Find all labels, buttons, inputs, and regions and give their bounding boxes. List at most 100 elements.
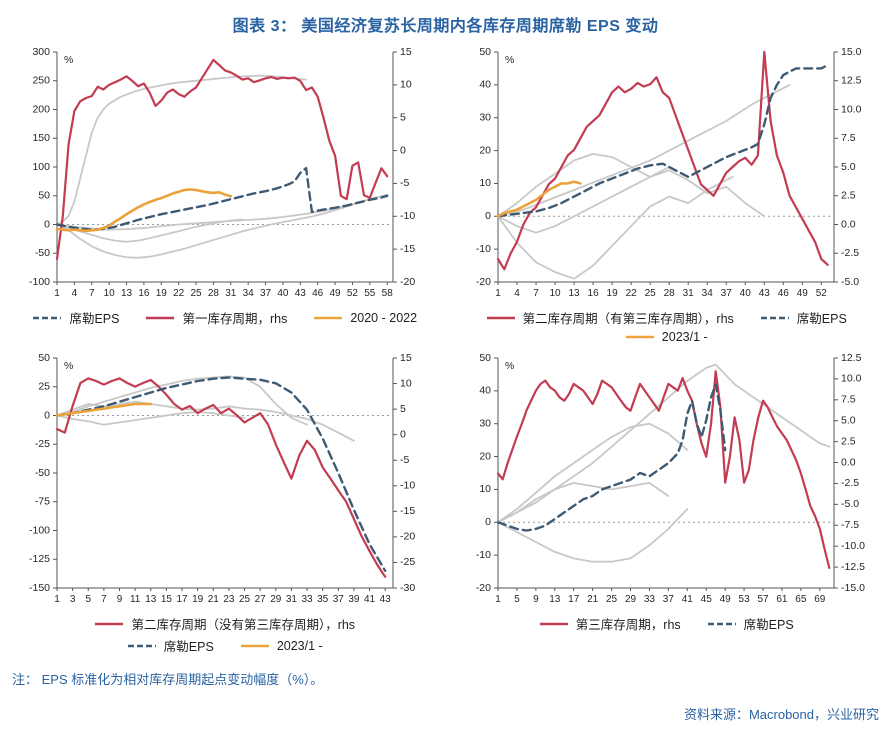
chart-bottom-left: -150 -125 -100 -75 -50 -25 0 25 50 -30 -25 -20 -15 -1… (8, 346, 442, 655)
legend-line-sample (314, 316, 343, 319)
svg-text:-5: -5 (400, 454, 409, 466)
svg-text:-100: -100 (29, 276, 50, 288)
svg-text:200: 200 (32, 103, 50, 115)
svg-text:55: 55 (364, 288, 376, 299)
svg-text:0: 0 (400, 428, 406, 440)
legend-item: 席勒EPS (127, 636, 214, 655)
svg-text:-25: -25 (35, 438, 50, 450)
svg-text:5: 5 (85, 594, 91, 605)
svg-text:50: 50 (38, 352, 50, 364)
svg-text:43: 43 (379, 594, 391, 605)
svg-text:33: 33 (301, 594, 313, 605)
svg-text:0.0: 0.0 (841, 456, 856, 468)
svg-text:27: 27 (254, 594, 266, 605)
svg-text:15: 15 (161, 594, 173, 605)
chart-top-left: -100 -50 0 50 100 150 200 250 300 -20 -15 -10 -5 0 5 10… (8, 40, 442, 344)
svg-text:25: 25 (606, 594, 618, 605)
svg-text:%: % (505, 54, 514, 66)
svg-text:41: 41 (364, 594, 376, 605)
series-line (55, 376, 387, 572)
svg-text:15: 15 (400, 352, 412, 364)
svg-text:41: 41 (682, 594, 694, 605)
svg-text:50: 50 (480, 352, 492, 364)
legend-line-sample (539, 622, 568, 625)
series-line (55, 58, 389, 261)
svg-text:12.5: 12.5 (841, 75, 862, 87)
legend-line-sample (760, 316, 789, 319)
svg-text:7: 7 (101, 594, 107, 605)
svg-text:-15: -15 (400, 243, 415, 255)
svg-text:37: 37 (721, 288, 733, 299)
svg-text:-10: -10 (476, 549, 491, 561)
svg-text:0: 0 (44, 409, 50, 421)
series-line (497, 363, 831, 524)
svg-text:16: 16 (588, 288, 600, 299)
svg-text:33: 33 (644, 594, 656, 605)
svg-text:1: 1 (54, 594, 60, 605)
svg-text:21: 21 (207, 594, 219, 605)
svg-text:13: 13 (121, 288, 133, 299)
legend-line-sample (127, 644, 156, 647)
svg-text:25: 25 (645, 288, 657, 299)
legend-bottom-left: 第二库存周期（没有第三库存周期），rhs 席勒EPS 2023/1 - (94, 614, 355, 655)
svg-text:5: 5 (400, 403, 406, 415)
legend-item: 第一库存周期，rhs (145, 308, 287, 327)
svg-text:-30: -30 (400, 582, 415, 594)
footer: 注： EPS 标准化为相对库存周期起点变动幅度（%）。 资料来源：Macrobo… (0, 669, 891, 723)
svg-text:30: 30 (480, 417, 492, 429)
legend-label: 2023/1 - (661, 330, 708, 344)
svg-text:-7.5: -7.5 (841, 519, 859, 531)
svg-text:1: 1 (495, 288, 501, 299)
legend-label: 席勒EPS (743, 618, 794, 632)
legend-item: 2023/1 - (240, 636, 323, 655)
svg-text:-5.0: -5.0 (841, 276, 859, 288)
svg-text:28: 28 (664, 288, 676, 299)
svg-text:69: 69 (814, 594, 826, 605)
svg-text:50: 50 (38, 190, 50, 202)
svg-text:100: 100 (32, 161, 50, 173)
svg-text:0: 0 (485, 210, 491, 222)
svg-text:34: 34 (702, 288, 714, 299)
svg-text:31: 31 (683, 288, 695, 299)
series-line (497, 482, 670, 524)
legend-bottom-right: 第三库存周期，rhs 席勒EPS (539, 614, 794, 633)
legend-line-sample (95, 622, 124, 625)
svg-text:16: 16 (138, 288, 150, 299)
svg-text:0: 0 (44, 218, 50, 230)
svg-text:15: 15 (400, 46, 412, 58)
svg-text:-125: -125 (29, 553, 50, 565)
legend-line-sample (240, 644, 269, 647)
series-line (497, 422, 689, 524)
svg-text:49: 49 (329, 288, 341, 299)
legend-label: 席勒EPS (69, 312, 120, 326)
svg-text:-15.0: -15.0 (841, 582, 865, 594)
svg-text:40: 40 (480, 79, 492, 91)
svg-text:25: 25 (190, 288, 202, 299)
svg-text:37: 37 (332, 594, 344, 605)
chart-canvas-top-right: -20 -10 0 10 20 30 40 50 -5.0 -2.5 0.0 2.5 5.0 7.5 10.… (476, 46, 862, 299)
svg-text:-5: -5 (400, 177, 409, 189)
svg-text:%: % (505, 360, 514, 372)
svg-text:40: 40 (740, 288, 752, 299)
chart-canvas-bottom-left: -150-125-100-75-50-2502550-30-25-20-15-1… (29, 352, 415, 605)
svg-text:25: 25 (38, 381, 50, 393)
svg-text:10: 10 (480, 177, 492, 189)
legend-item: 第三库存周期，rhs (539, 614, 681, 633)
svg-text:5.0: 5.0 (841, 161, 856, 173)
series-line (55, 194, 388, 259)
legend-label: 2023/1 - (276, 638, 323, 653)
legend-line-sample (707, 622, 736, 625)
svg-text:7: 7 (89, 288, 95, 299)
svg-text:61: 61 (777, 594, 789, 605)
svg-text:29: 29 (270, 594, 282, 605)
legend-item: 席勒EPS (707, 614, 794, 633)
chart-canvas-top-left: -100-50050100150200250300-20-15-10-50510… (29, 46, 415, 299)
series-line (497, 84, 791, 218)
svg-text:43: 43 (759, 288, 771, 299)
svg-text:10.0: 10.0 (841, 373, 862, 385)
svg-text:0.0: 0.0 (841, 218, 856, 230)
series-line (55, 74, 307, 226)
svg-text:5: 5 (514, 594, 520, 605)
figure-note: 注： EPS 标准化为相对库存周期起点变动幅度（%）。 (12, 672, 324, 687)
svg-text:12.5: 12.5 (841, 352, 862, 364)
